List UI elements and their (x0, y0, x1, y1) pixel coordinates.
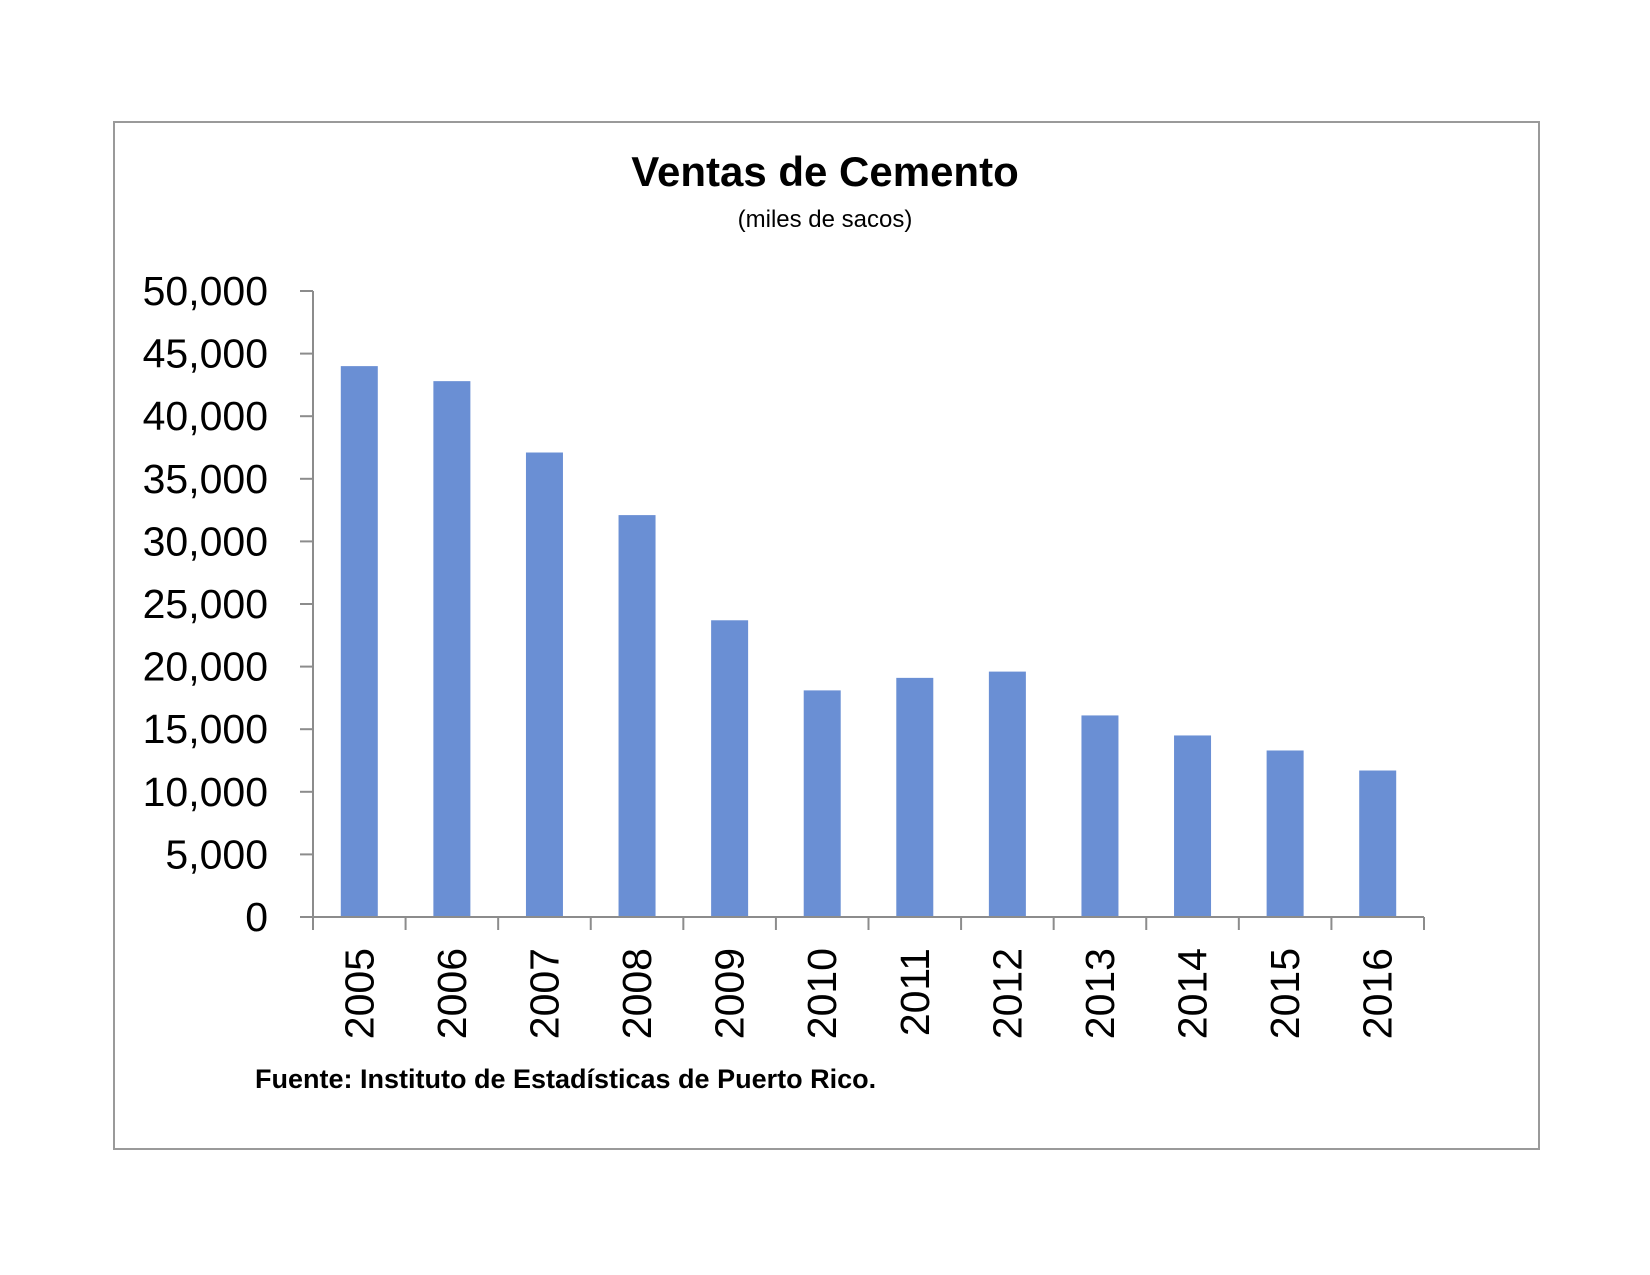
x-axis: 2005 2006 2007 2008 2009 2010 2011 2012 2013 2014… (312, 916, 1425, 1039)
y-tick-label: 5,000 (165, 831, 268, 877)
chart-title: Ventas de Cemento (631, 148, 1018, 195)
x-tick-label: 2012 (984, 948, 1030, 1039)
bar-2016 (1359, 770, 1397, 917)
y-tick-label: 50,000 (143, 268, 268, 314)
y-tick-label: 15,000 (143, 706, 268, 752)
chart-subtitle: (miles de sacos) (738, 206, 913, 233)
bar-2010 (803, 690, 841, 917)
y-tick-label: 25,000 (143, 581, 268, 627)
bar-chart: Ventas de Cemento (miles de sacos) 0 5,00… (143, 148, 1425, 1094)
x-tick-label: 2005 (336, 948, 382, 1039)
x-tick-label: 2009 (707, 948, 753, 1039)
x-tick-label: 2011 (892, 948, 938, 1036)
x-tick-label: 2014 (1170, 948, 1216, 1039)
bar-2006 (433, 381, 471, 917)
y-tick-label: 40,000 (143, 393, 268, 439)
bar-2008 (618, 515, 656, 917)
bar-2011 (896, 677, 934, 917)
y-tick-label: 10,000 (143, 769, 268, 815)
bar-2014 (1174, 735, 1212, 917)
x-tick-label: 2010 (799, 948, 845, 1039)
x-tick-label: 2008 (614, 948, 660, 1039)
bar-2015 (1266, 750, 1304, 917)
bar-2013 (1081, 715, 1119, 917)
x-tick-label: 2007 (521, 948, 567, 1039)
bar-2007 (525, 452, 563, 917)
y-tick-label: 30,000 (143, 518, 268, 564)
x-tick-label: 2016 (1355, 948, 1401, 1039)
y-tick-label: 45,000 (143, 331, 268, 377)
source-note: Fuente: Instituto de Estadísticas de Pue… (255, 1064, 876, 1094)
y-axis: 0 5,000 10,000 15,000 20,000 25,000 30,000 35,0… (143, 268, 314, 940)
x-tick-label: 2013 (1077, 948, 1123, 1039)
y-tick-label: 35,000 (143, 456, 268, 502)
bars (340, 366, 1397, 917)
bar-2009 (711, 620, 749, 917)
x-tick-label: 2006 (429, 948, 475, 1039)
chart-frame: Ventas de Cemento (miles de sacos) 0 5,00… (113, 121, 1540, 1150)
bar-2005 (340, 366, 378, 917)
x-tick-label: 2015 (1262, 948, 1308, 1039)
y-tick-label: 0 (245, 894, 268, 940)
y-tick-label: 20,000 (143, 644, 268, 690)
bar-2012 (988, 671, 1026, 917)
